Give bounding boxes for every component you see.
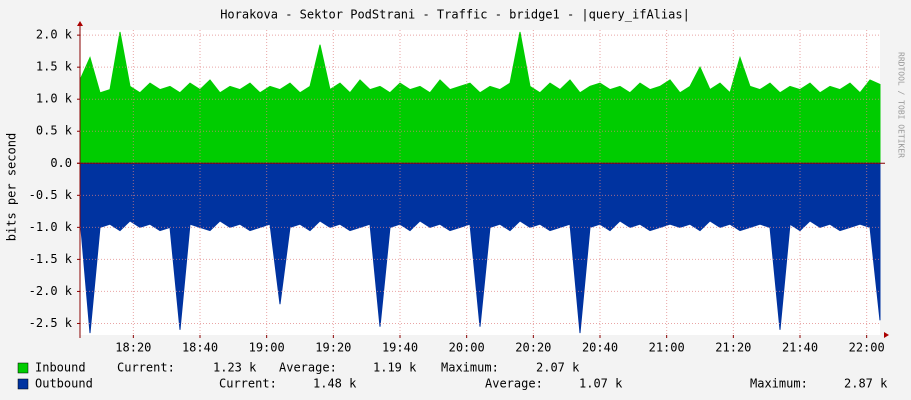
x-tick-label: 19:20 (315, 341, 351, 355)
legend-label: Outbound (35, 377, 93, 391)
legend-swatch (17, 362, 29, 374)
legend-stat-label: Average: (279, 361, 337, 375)
legend-label: Inbound (35, 361, 86, 375)
legend-stat-label: Current: (117, 361, 175, 375)
y-tick-label: -0.5 k (29, 188, 73, 202)
y-tick-label: -2.5 k (29, 316, 73, 330)
y-axis-label: bits per second (5, 133, 19, 241)
y-tick-label: -1.0 k (29, 220, 73, 234)
area (79, 162, 881, 334)
y-tick-label: 0.5 k (36, 124, 73, 138)
x-tick-label: 20:00 (449, 341, 485, 355)
legend-stat-value: 1.23 k (213, 361, 257, 375)
y-tick-label: 1.5 k (36, 60, 73, 74)
watermark: RRDTOOL / TOBI OETIKER (897, 52, 906, 158)
x-axis-arrow (884, 332, 889, 338)
legend-stat-label: Maximum: (441, 361, 499, 375)
y-axis-arrow (77, 21, 83, 26)
legend-stat-label: Average: (485, 377, 543, 391)
x-tick-label: 20:20 (515, 341, 551, 355)
x-tick-label: 21:00 (649, 341, 685, 355)
y-tick-label: 1.0 k (36, 92, 73, 106)
legend-stat-label: Current: (219, 377, 277, 391)
legend-swatch (17, 378, 29, 390)
legend-stat-value: 1.48 k (313, 377, 357, 391)
y-tick-label: -1.5 k (29, 252, 73, 266)
x-tick-label: 19:40 (382, 341, 418, 355)
x-tick-label: 20:40 (582, 341, 618, 355)
legend-stat-label: Maximum: (750, 377, 808, 391)
x-tick-label: 21:20 (715, 341, 751, 355)
legend-stat-value: 1.07 k (579, 377, 623, 391)
chart-title: Horakova - Sektor PodStrani - Traffic - … (220, 8, 690, 22)
x-tick-label: 21:40 (782, 341, 818, 355)
x-tick-label: 19:00 (249, 341, 285, 355)
legend-stat-value: 2.07 k (536, 361, 580, 375)
legend-stat-value: 2.87 k (844, 377, 888, 391)
x-tick-label: 22:00 (849, 341, 885, 355)
legend-stat-value: 1.19 k (373, 361, 417, 375)
y-tick-label: -2.0 k (29, 284, 73, 298)
y-tick-label: 0.0 (50, 156, 72, 170)
x-tick-label: 18:40 (182, 341, 218, 355)
y-tick-label: 2.0 k (36, 28, 73, 42)
x-tick-label: 18:20 (115, 341, 151, 355)
area (79, 31, 881, 164)
